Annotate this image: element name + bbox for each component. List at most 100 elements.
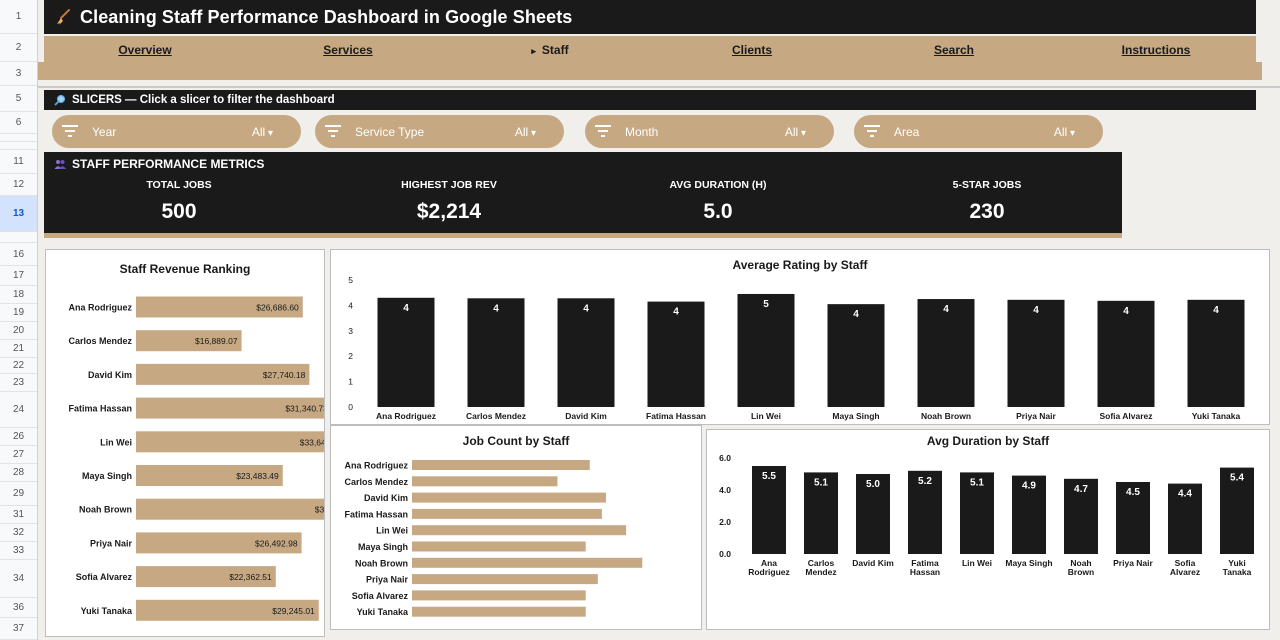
magnifier-icon <box>54 94 66 106</box>
row-number[interactable]: 32 <box>0 524 37 542</box>
nav-link-instructions[interactable]: Instructions <box>1121 43 1191 57</box>
row-number[interactable]: 22 <box>0 358 37 374</box>
x-tick-label: Ana <box>761 558 777 568</box>
kpi-label: HIGHEST JOB REV <box>401 179 497 191</box>
bar <box>1097 300 1155 407</box>
bar <box>136 498 324 520</box>
row-number[interactable]: 21 <box>0 340 37 358</box>
category-label: Noah Brown <box>79 505 132 515</box>
row-number[interactable]: 19 <box>0 304 37 322</box>
data-label: 5.1 <box>814 477 828 488</box>
job-count-chart-svg: Ana Rodriguez Carlos Mendez David Kim Fatim… <box>344 460 643 617</box>
data-label: $36,047.41 <box>315 505 324 515</box>
row-number[interactable]: 18 <box>0 286 37 304</box>
row-number[interactable]: 12 <box>0 174 37 196</box>
row-number[interactable]: 34 <box>0 560 37 598</box>
bar <box>804 472 838 554</box>
row-number[interactable]: 28 <box>0 464 37 482</box>
nav-band <box>38 62 1262 80</box>
chart-job-count[interactable]: Job Count by Staff Ana Rodriguez Carlos M… <box>330 425 702 630</box>
slicer-area[interactable]: Area All <box>854 115 1103 148</box>
x-tick-label: Yuki Tanaka <box>1192 411 1241 421</box>
category-label: Maya Singh <box>358 542 408 552</box>
y-tick-label: 0.0 <box>719 549 731 559</box>
row-number[interactable] <box>0 134 37 142</box>
nav-link-search[interactable]: Search <box>933 43 975 57</box>
row-number[interactable]: 2 <box>0 34 37 62</box>
rating-chart-svg: 0 1 2 3 4 5 4 Ana Rodriguez 4 Carlos Mendez 4 David… <box>348 275 1245 421</box>
data-label: 4.9 <box>1022 481 1036 492</box>
row-number[interactable]: 13 <box>0 196 37 232</box>
slicer-value-dropdown[interactable]: All <box>252 125 273 139</box>
bar <box>647 301 705 407</box>
chart-average-rating[interactable]: Average Rating by Staff 0 1 2 3 4 5 4 Ana Rodri… <box>330 249 1270 425</box>
row-number[interactable]: 17 <box>0 266 37 286</box>
slicer-label: Service Type <box>355 125 425 139</box>
data-label: $26,686.60 <box>256 303 299 313</box>
chart-staff-revenue-ranking[interactable]: Staff Revenue Ranking Ana Rodriguez $26,6… <box>45 249 325 637</box>
bar <box>412 492 606 503</box>
bar <box>136 397 324 419</box>
row-number[interactable]: 24 <box>0 392 37 428</box>
row-number[interactable]: 33 <box>0 542 37 560</box>
slicer-label: Year <box>92 125 117 139</box>
x-tick-label: Fatima Hassan <box>646 411 706 421</box>
row-number[interactable]: 29 <box>0 482 37 506</box>
chart-avg-duration[interactable]: Avg Duration by Staff 0.0 2.0 4.0 6.0 5.5 Ana… <box>706 429 1270 630</box>
row-number[interactable] <box>0 232 37 243</box>
y-tick-label: 3 <box>348 326 353 336</box>
row-number[interactable]: 27 <box>0 446 37 464</box>
category-label: Carlos Mendez <box>68 336 132 346</box>
x-tick-label: Yuki <box>1228 558 1245 568</box>
x-tick-label: Maya Singh <box>832 411 879 421</box>
data-label: 4 <box>583 303 589 314</box>
data-label: 4.5 <box>1126 487 1140 498</box>
y-tick-label: 5 <box>348 275 353 285</box>
category-label: Carlos Mendez <box>344 477 408 487</box>
slicer-value-dropdown[interactable]: All <box>1054 125 1075 139</box>
row-number[interactable]: 31 <box>0 506 37 524</box>
category-label: Fatima Hassan <box>68 404 132 414</box>
bar <box>412 541 586 552</box>
slicer-value-dropdown[interactable]: All <box>785 125 806 139</box>
data-label: 4 <box>853 309 859 320</box>
slicer-value-dropdown[interactable]: All <box>515 125 536 139</box>
x-tick-label: Ana Rodriguez <box>376 411 436 421</box>
bar <box>557 298 615 407</box>
category-label: Sofia Alvarez <box>352 591 409 601</box>
data-label: $29,245.01 <box>272 606 315 616</box>
bar <box>412 460 590 470</box>
bar <box>1064 478 1098 554</box>
bar <box>856 474 890 554</box>
row-number[interactable]: 1 <box>0 0 37 34</box>
nav-link-staff[interactable]: Staff <box>531 43 569 57</box>
bar <box>412 557 643 568</box>
category-label: Priya Nair <box>90 538 133 548</box>
nav-link-clients[interactable]: Clients <box>731 43 773 57</box>
row-number[interactable]: 26 <box>0 428 37 446</box>
metrics-panel: STAFF PERFORMANCE METRICS TOTAL JOBS 500… <box>44 152 1122 238</box>
row-number[interactable]: 37 <box>0 618 37 640</box>
row-number[interactable]: 11 <box>0 150 37 174</box>
category-label: Maya Singh <box>82 471 132 481</box>
row-number[interactable]: 6 <box>0 112 37 134</box>
row-number[interactable]: 5 <box>0 86 37 112</box>
data-label: 5.4 <box>1230 473 1244 484</box>
kpi-label: 5-STAR JOBS <box>952 179 1022 191</box>
row-number[interactable]: 3 <box>0 62 37 86</box>
row-number[interactable]: 20 <box>0 322 37 340</box>
bar <box>377 297 435 407</box>
slicer-year[interactable]: Year All <box>52 115 301 148</box>
row-number[interactable]: 23 <box>0 374 37 392</box>
filter-icon <box>325 125 341 137</box>
nav-link-services[interactable]: Services <box>323 43 373 57</box>
slicer-service-type[interactable]: Service Type All <box>315 115 564 148</box>
slicer-month[interactable]: Month All <box>585 115 834 148</box>
data-label: $33,642.58 <box>300 437 324 447</box>
data-label: 4 <box>673 307 679 318</box>
nav-link-overview[interactable]: Overview <box>118 43 172 57</box>
row-number[interactable] <box>0 142 37 150</box>
bar <box>136 296 303 318</box>
row-number[interactable]: 16 <box>0 243 37 266</box>
row-number[interactable]: 36 <box>0 598 37 618</box>
